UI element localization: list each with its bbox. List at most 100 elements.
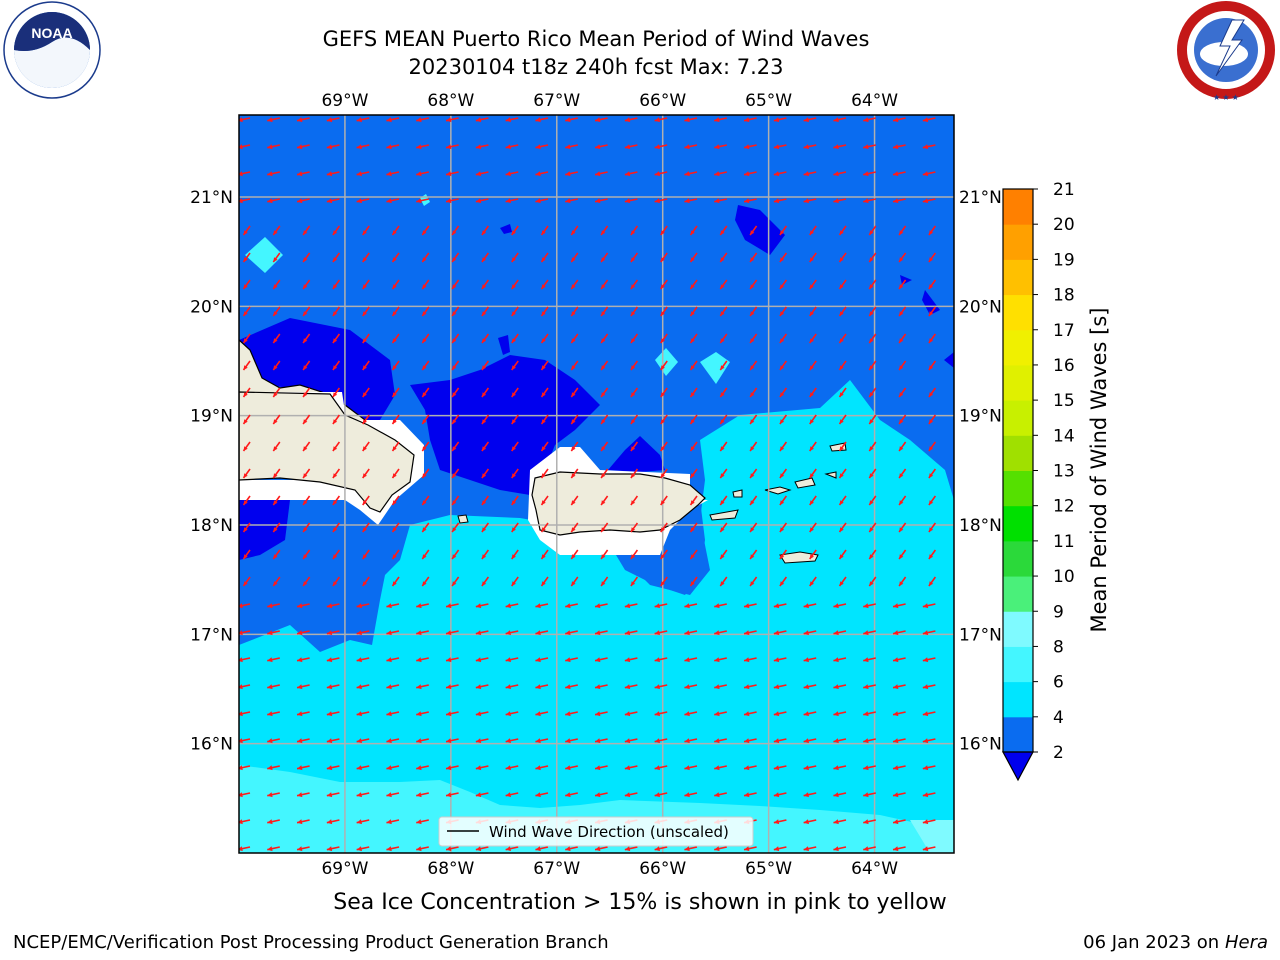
- wind-arrow-head: [303, 473, 308, 479]
- wind-arrow-head: [773, 144, 780, 150]
- wind-arrow-head: [475, 684, 482, 690]
- wind-arrow-head: [744, 765, 750, 771]
- colorbar-tick-label: 11: [1053, 532, 1075, 552]
- wind-arrow-head: [356, 765, 362, 771]
- wind-arrow-head: [243, 473, 248, 479]
- wind-arrow-head: [422, 311, 427, 317]
- y-tick-label: 16°N: [959, 735, 1002, 755]
- nws-logo: ★ ★ ★: [1177, 1, 1275, 102]
- wind-arrow-head: [511, 473, 516, 479]
- wind-arrow-head: [624, 603, 631, 609]
- wind-arrow-head: [535, 846, 541, 852]
- wind-arrow-head: [750, 554, 755, 560]
- wind-arrow-head: [267, 684, 273, 690]
- wind-arrow-head: [422, 338, 427, 344]
- wind-arrow-head: [833, 657, 839, 663]
- wind-arrow-head: [630, 419, 636, 425]
- wind-arrow-head: [505, 171, 511, 177]
- wind-arrow-head: [601, 230, 606, 236]
- wind-arrow-head: [630, 527, 636, 533]
- wind-arrow-head: [601, 527, 606, 533]
- wind-arrow-head: [475, 792, 482, 798]
- wind-arrow-head: [928, 446, 934, 452]
- wind-arrow-head: [297, 819, 303, 825]
- footer-host: Hera: [1224, 932, 1268, 953]
- wind-arrow-head: [273, 311, 278, 317]
- wind-arrow-head: [720, 473, 725, 479]
- wind-arrow-head: [511, 392, 516, 398]
- wind-arrow-head: [481, 500, 487, 506]
- wind-arrow-head: [893, 846, 899, 852]
- wind-arrow-head: [779, 284, 785, 290]
- sea-ice-note: Sea Ice Concentration > 15% is shown in …: [333, 890, 947, 915]
- wind-arrow-head: [392, 311, 397, 317]
- wind-arrow-head: [326, 117, 333, 123]
- wind-arrow-head: [267, 144, 273, 150]
- wind-arrow-head: [863, 819, 869, 825]
- wind-arrow-head: [654, 792, 660, 798]
- y-tick-label: 17°N: [190, 625, 233, 645]
- wind-arrow-head: [654, 117, 660, 123]
- wind-arrow-head: [595, 144, 601, 150]
- wind-arrow-head: [922, 684, 929, 690]
- wind-arrow-head: [267, 738, 273, 744]
- low-period-pr-north: [608, 436, 665, 472]
- wind-arrow-head: [565, 117, 571, 123]
- wind-arrow-head: [684, 144, 690, 150]
- wind-arrow-head: [273, 338, 278, 344]
- wind-arrow-head: [899, 365, 904, 371]
- wind-arrow-head: [654, 684, 660, 690]
- wind-arrow-head: [690, 500, 695, 506]
- wind-arrow-head: [714, 630, 720, 636]
- wind-arrow-head: [744, 792, 750, 798]
- wind-arrow-head: [899, 392, 904, 398]
- wind-arrow-head: [624, 765, 631, 771]
- wind-arrow-head: [839, 230, 844, 236]
- wind-arrow-head: [773, 171, 780, 177]
- wind-arrow-head: [660, 284, 665, 290]
- wind-arrow-head: [690, 257, 695, 263]
- colorbar: 2 4 6 8 9 10 11 12 13 14 15 16 17 18 19 20 21: [1001, 180, 1075, 782]
- wind-arrow-head: [601, 392, 606, 398]
- wind-arrow-head: [899, 338, 904, 344]
- wind-arrow-head: [505, 144, 511, 150]
- wind-arrow-head: [684, 765, 690, 771]
- colorbar-tick-label: 8: [1053, 637, 1064, 657]
- wind-arrow-head: [779, 419, 785, 425]
- wind-arrow-head: [356, 684, 362, 690]
- wind-arrow-head: [928, 500, 934, 506]
- wind-arrow-head: [690, 338, 695, 344]
- wind-arrow-head: [356, 117, 362, 123]
- wind-arrow-head: [511, 554, 516, 560]
- wind-arrow-head: [654, 144, 660, 150]
- wind-arrow-head: [624, 846, 631, 852]
- wind-arrow-head: [446, 657, 452, 663]
- wind-arrow-head: [571, 311, 576, 317]
- wind-arrow-head: [446, 792, 452, 798]
- wind-arrow-head: [928, 581, 934, 587]
- wind-arrow-head: [386, 171, 392, 177]
- wind-arrow-head: [326, 603, 333, 609]
- colorbar-tick-label: 10: [1053, 567, 1075, 587]
- x-tick-label: 67°W: [533, 859, 580, 879]
- wind-arrow-head: [446, 765, 452, 771]
- wind-arrow-head: [332, 365, 338, 371]
- wind-arrow-head: [750, 338, 755, 344]
- wind-arrow-head: [332, 500, 338, 506]
- x-tick-label: 65°W: [745, 91, 792, 111]
- wind-arrow-head: [422, 446, 427, 452]
- wind-arrow-head: [505, 603, 511, 609]
- wind-arrow-head: [332, 338, 338, 344]
- wind-arrow-head: [481, 284, 487, 290]
- wind-arrow-head: [475, 738, 482, 744]
- wind-arrow-head: [243, 365, 248, 371]
- wind-arrow-head: [475, 117, 482, 123]
- wind-arrow-head: [541, 554, 546, 560]
- wind-arrow-head: [750, 365, 755, 371]
- wind-arrow-head: [571, 500, 576, 506]
- wind-arrow-head: [303, 257, 308, 263]
- wind-arrow-head: [481, 338, 487, 344]
- wind-arrow-head: [869, 446, 874, 452]
- wind-arrow-head: [744, 171, 750, 177]
- wind-arrow-head: [541, 365, 546, 371]
